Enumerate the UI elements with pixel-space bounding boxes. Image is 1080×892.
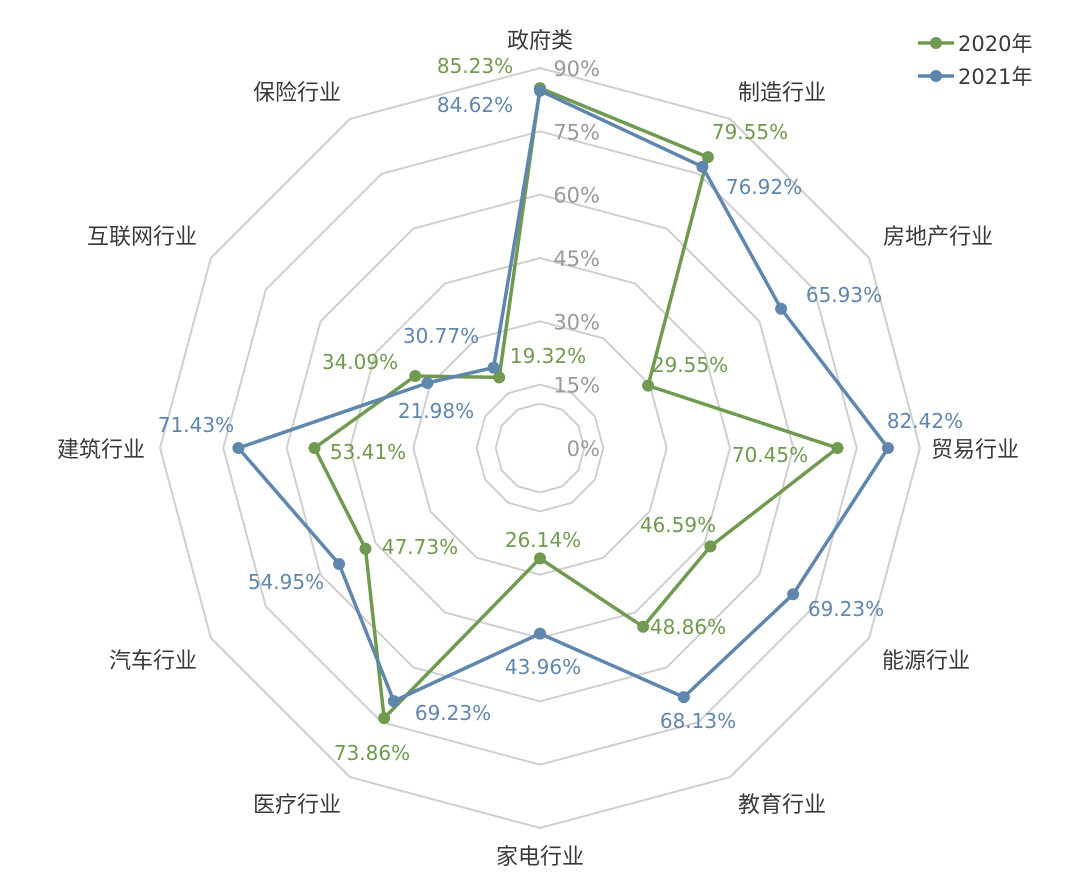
series-2-point-1: [696, 160, 709, 173]
data-label-1-7: 73.86%: [334, 741, 410, 765]
series-1-point-4: [704, 540, 717, 553]
data-label-2-11: 21.98%: [398, 399, 474, 423]
data-label-2-6: 43.96%: [505, 655, 581, 679]
series-1-point-3: [831, 442, 844, 454]
series-1-point-10: [409, 370, 422, 382]
tick-label-2: 30%: [553, 310, 600, 334]
category-label-1: 制造行业: [738, 81, 826, 106]
series-1-point-9: [308, 442, 321, 454]
grid-ring-4: [285, 193, 795, 703]
grid-ring-inner: [494, 402, 586, 494]
category-label-4: 能源行业: [882, 649, 970, 674]
category-label-5: 教育行业: [738, 793, 826, 818]
series-2-point-11: [487, 361, 500, 374]
legend-item-2[interactable]: 2021年: [918, 65, 1032, 89]
data-labels: 85.23% 79.55% 29.55% 70.45% 46.59% 48.86% 26.1…: [158, 54, 963, 765]
data-label-2-10: 30.77%: [403, 324, 479, 348]
category-label-8: 汽车行业: [109, 649, 197, 674]
series-1-point-11: [493, 371, 506, 384]
tick-label-0: 0%: [567, 437, 600, 461]
data-label-2-9: 71.43%: [158, 413, 234, 437]
series-1-point-7: [378, 712, 391, 725]
legend-swatch-marker-2: [930, 70, 942, 82]
series-1: [308, 82, 844, 725]
radial-tick-labels: 0% 15% 30% 45% 60% 75% 90%: [553, 57, 600, 461]
series-layer: [232, 82, 894, 725]
data-label-1-8: 47.73%: [382, 535, 458, 559]
data-label-1-10: 34.09%: [322, 350, 398, 374]
series-2-point-0: [534, 84, 546, 97]
category-label-2: 房地产行业: [883, 225, 993, 250]
data-label-2-7: 69.23%: [415, 701, 491, 725]
data-label-2-8: 54.95%: [248, 570, 324, 594]
legend-label-2: 2021年: [958, 65, 1032, 89]
tick-label-3: 45%: [553, 247, 600, 271]
tick-label-4: 60%: [553, 184, 600, 208]
data-label-2-2: 65.93%: [806, 283, 882, 307]
series-2-point-9: [232, 442, 245, 454]
series-2-point-5: [677, 691, 690, 704]
data-label-1-3: 70.45%: [732, 443, 808, 467]
series-2-point-4: [787, 588, 800, 601]
data-label-2-5: 68.13%: [660, 709, 736, 733]
grid-ring-1: [475, 383, 605, 513]
tick-label-6: 90%: [553, 57, 600, 81]
data-label-2-3: 82.42%: [887, 409, 963, 433]
grid-ring-3: [348, 256, 732, 640]
category-label-10: 互联网行业: [87, 225, 197, 250]
category-label-9: 建筑行业: [57, 438, 145, 463]
category-label-0: 政府类: [507, 29, 573, 54]
tick-label-1: 15%: [553, 374, 600, 398]
series-2-point-7: [387, 695, 400, 708]
legend-swatch-marker-1: [930, 37, 942, 49]
category-label-3: 贸易行业: [931, 438, 1019, 463]
series-1-point-8: [359, 542, 372, 555]
data-label-1-6: 26.14%: [505, 528, 581, 552]
legend-label-1: 2020年: [958, 32, 1032, 56]
data-label-2-0: 84.62%: [437, 93, 513, 117]
grid-ring-5: [222, 130, 858, 766]
data-label-1-0: 85.23%: [437, 54, 513, 78]
legend: 2020年 2021年: [918, 32, 1032, 89]
series-2-point-2: [775, 302, 788, 315]
data-label-1-1: 79.55%: [712, 120, 788, 144]
category-label-6: 家电行业: [496, 845, 584, 870]
series-2-point-10: [421, 377, 434, 389]
data-label-1-5: 48.86%: [650, 615, 726, 639]
series-2: [232, 84, 894, 708]
data-label-2-4: 69.23%: [808, 597, 884, 621]
data-label-1-9: 53.41%: [330, 440, 406, 464]
category-label-7: 医疗行业: [253, 793, 341, 818]
series-1-point-6: [534, 552, 546, 565]
data-label-1-11: 19.32%: [510, 344, 586, 368]
data-label-1-4: 46.59%: [640, 513, 716, 537]
grid-ring-6: [158, 66, 922, 830]
category-label-11: 保险行业: [253, 81, 341, 106]
series-1-point-5: [637, 620, 650, 633]
series-1-point-1: [701, 151, 714, 164]
series-2-point-6: [534, 627, 546, 640]
series-2-point-3: [882, 442, 894, 454]
data-label-1-2: 29.55%: [652, 353, 728, 377]
tick-label-5: 75%: [553, 120, 600, 144]
data-label-2-1: 76.92%: [726, 175, 802, 199]
legend-item-1[interactable]: 2020年: [918, 32, 1032, 56]
series-1-point-2: [642, 379, 655, 392]
series-2-point-8: [333, 558, 346, 570]
